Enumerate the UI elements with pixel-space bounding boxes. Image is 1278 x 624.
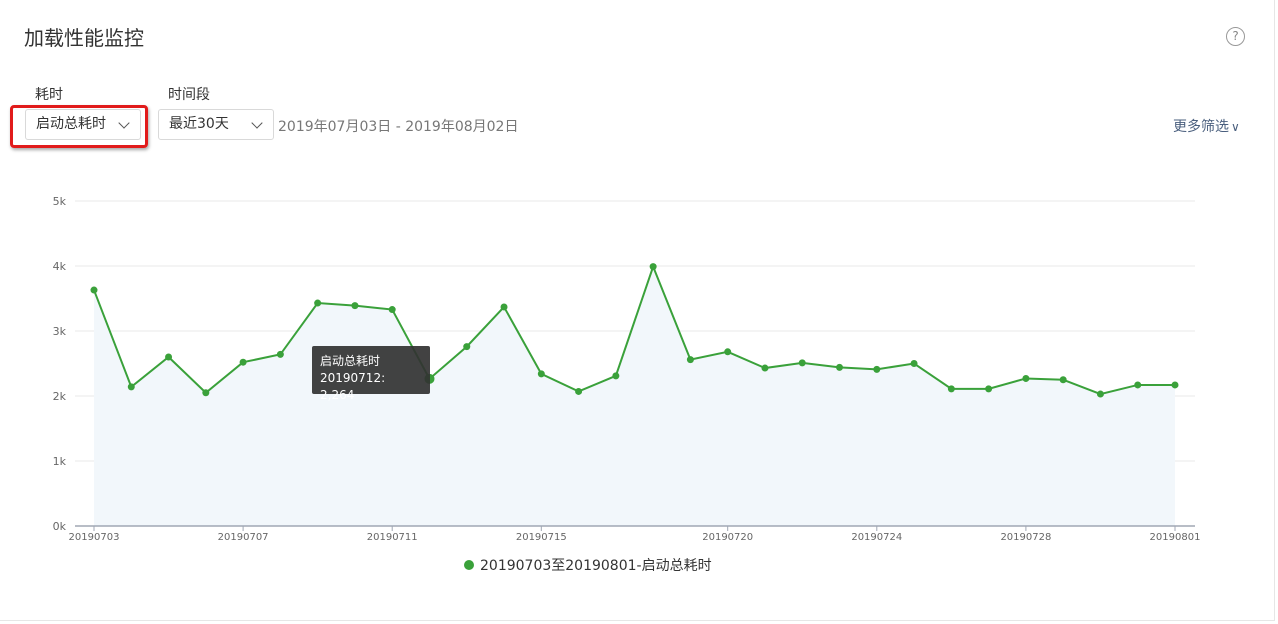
legend-label: 20190703至20190801-启动总耗时 xyxy=(480,558,712,574)
data-point xyxy=(686,356,694,364)
data-point xyxy=(947,385,955,393)
line-chart: 0k 1k 2k 3k 4k 5k 20190703 20190707 20190711 2019… xyxy=(53,195,1201,543)
data-point xyxy=(1171,381,1179,389)
double-chevron-down-icon: ∨ xyxy=(1231,120,1240,134)
tooltip-value: 20190712: 2,264 xyxy=(320,371,386,402)
data-point xyxy=(202,389,210,397)
data-point xyxy=(873,365,881,373)
x-tick-label: 20190703 xyxy=(69,532,120,543)
x-tick-label: 20190801 xyxy=(1150,532,1201,543)
data-point xyxy=(351,302,359,310)
data-point xyxy=(127,383,135,391)
data-point xyxy=(910,360,918,367)
data-point xyxy=(724,348,732,356)
page-title: 加载性能监控 xyxy=(24,26,144,50)
x-tick-label: 20190728 xyxy=(1000,532,1051,543)
data-point xyxy=(798,359,806,367)
data-point xyxy=(537,370,545,378)
period-select-value: 最近30天 xyxy=(169,116,229,132)
metric-select-value: 启动总耗时 xyxy=(36,116,106,132)
tooltip-title: 启动总耗时 xyxy=(320,354,381,368)
period-select[interactable]: 最近30天 xyxy=(158,109,274,140)
data-point xyxy=(90,286,98,294)
data-point xyxy=(314,299,322,307)
data-point xyxy=(649,263,657,271)
area-fill xyxy=(94,266,1175,526)
highlight-box xyxy=(10,105,148,148)
data-point xyxy=(575,387,583,395)
y-tick-label: 1k xyxy=(53,455,67,468)
data-point xyxy=(985,385,993,393)
data-point xyxy=(1022,374,1030,382)
chart-legend[interactable]: 20190703至20190801-启动总耗时 xyxy=(464,555,712,575)
more-filters-link[interactable]: 更多筛选 ∨ xyxy=(1173,116,1240,136)
data-point xyxy=(463,343,471,351)
y-tick-label: 0k xyxy=(53,520,67,533)
legend-marker xyxy=(464,560,474,570)
data-point xyxy=(388,306,396,314)
metric-filter-label: 耗时 xyxy=(35,87,63,103)
chart-tooltip: 启动总耗时 20190712: 2,264 xyxy=(312,346,430,402)
data-point xyxy=(276,350,284,358)
y-tick-label: 4k xyxy=(53,260,67,273)
series-line xyxy=(93,263,1175,396)
period-filter-label: 时间段 xyxy=(168,87,210,103)
data-point xyxy=(1096,390,1104,398)
data-point xyxy=(500,303,508,311)
metric-select[interactable]: 启动总耗时 xyxy=(25,109,141,140)
y-tick-label: 2k xyxy=(53,390,67,403)
x-tick-label: 20190720 xyxy=(702,532,753,543)
y-tick-label: 3k xyxy=(53,325,67,338)
x-tick-label: 20190715 xyxy=(516,532,567,543)
more-filters-label: 更多筛选 xyxy=(1173,119,1229,135)
data-point xyxy=(836,363,844,371)
data-point xyxy=(1059,376,1067,384)
data-point xyxy=(1134,381,1142,389)
x-tick-label: 20190707 xyxy=(218,532,269,543)
question-circle-icon[interactable]: ? xyxy=(1226,27,1245,46)
date-range-text: 2019年07月03日 - 2019年08月02日 xyxy=(278,119,519,135)
data-point xyxy=(165,353,173,361)
x-tick-label: 20190711 xyxy=(367,532,418,543)
y-tick-label: 5k xyxy=(53,195,67,208)
x-tick-label: 20190724 xyxy=(851,532,902,543)
data-point xyxy=(761,364,769,372)
data-point xyxy=(612,372,620,380)
data-point xyxy=(239,358,247,366)
